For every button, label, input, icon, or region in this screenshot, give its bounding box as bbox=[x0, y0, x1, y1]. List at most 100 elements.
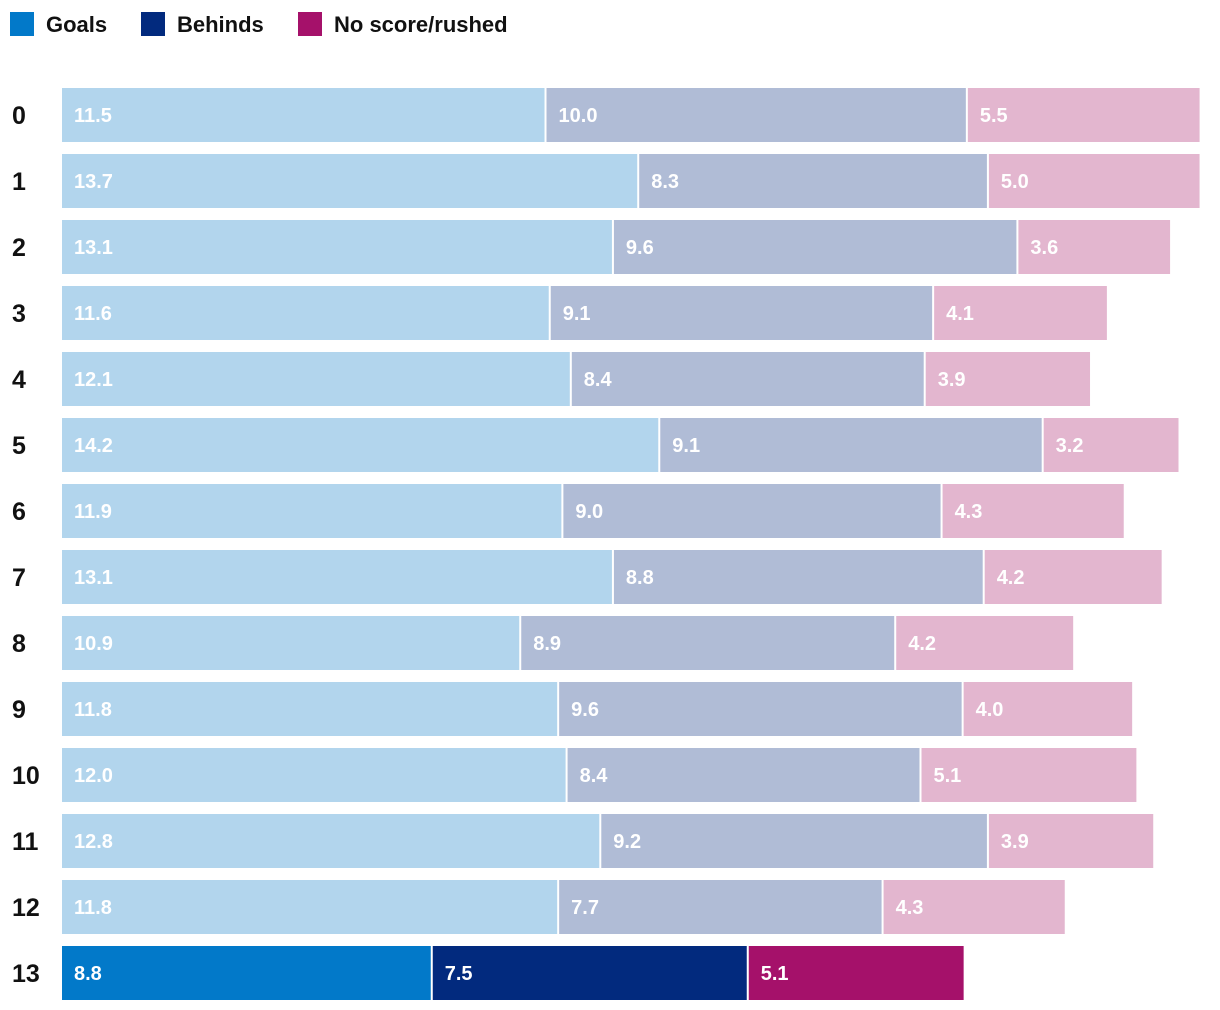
bar-label-4-no-score-rushed: 3.9 bbox=[938, 369, 966, 391]
bar-label-13-no-score-rushed: 5.1 bbox=[761, 963, 789, 985]
bar-label-0-no-score-rushed: 5.5 bbox=[980, 105, 1008, 127]
bar-12-goals bbox=[62, 880, 558, 934]
bar-label-3-behinds: 9.1 bbox=[563, 303, 591, 325]
bar-7-behinds bbox=[613, 550, 983, 604]
bar-13-behinds bbox=[432, 946, 747, 1000]
bar-2-goals bbox=[62, 220, 612, 274]
bar-label-13-goals: 8.8 bbox=[74, 963, 102, 985]
bar-4-goals bbox=[62, 352, 570, 406]
bar-label-2-goals: 13.1 bbox=[74, 237, 113, 259]
bar-4-no-score-rushed bbox=[925, 352, 1091, 406]
row-label-8: 8 bbox=[12, 630, 26, 658]
bar-12-behinds bbox=[559, 880, 882, 934]
row-label-9: 9 bbox=[12, 696, 26, 724]
row-label-11: 11 bbox=[12, 828, 39, 856]
legend-label-no-score-rushed: No score/rushed bbox=[334, 12, 508, 37]
bar-label-7-behinds: 8.8 bbox=[626, 567, 654, 589]
bar-row-10: 10 12.0 8.4 5.1 bbox=[12, 748, 1137, 802]
bar-label-1-no-score-rushed: 5.0 bbox=[1001, 171, 1029, 193]
bar-9-behinds bbox=[559, 682, 962, 736]
bar-11-goals bbox=[62, 814, 600, 868]
bar-label-5-goals: 14.2 bbox=[74, 435, 113, 457]
bar-6-goals bbox=[62, 484, 562, 538]
bar-7-no-score-rushed bbox=[984, 550, 1162, 604]
chart-rows: 0 11.5 10.0 5.5 1 13.7 8.3 5.0 2 13.1 9.6 3.6 3 11.6 9… bbox=[12, 88, 1200, 1000]
bar-11-no-score-rushed bbox=[988, 814, 1154, 868]
bar-10-behinds bbox=[567, 748, 920, 802]
bar-label-9-no-score-rushed: 4.0 bbox=[976, 699, 1004, 721]
row-label-5: 5 bbox=[12, 432, 26, 460]
bar-2-behinds bbox=[613, 220, 1017, 274]
bar-label-2-behinds: 9.6 bbox=[626, 237, 654, 259]
bar-label-8-behinds: 8.9 bbox=[533, 633, 561, 655]
bar-label-4-behinds: 8.4 bbox=[584, 369, 613, 391]
legend-swatch-no-score-rushed bbox=[298, 12, 322, 36]
bar-label-9-goals: 11.8 bbox=[74, 699, 112, 721]
legend: Goals Behinds No score/rushed bbox=[10, 12, 508, 37]
bar-label-12-behinds: 7.7 bbox=[571, 897, 599, 919]
bar-5-behinds bbox=[660, 418, 1042, 472]
bar-0-goals bbox=[62, 88, 545, 142]
bar-row-2: 2 13.1 9.6 3.6 bbox=[12, 220, 1171, 274]
bar-row-12: 12 11.8 7.7 4.3 bbox=[12, 880, 1065, 934]
legend-label-goals: Goals bbox=[46, 12, 107, 37]
bar-label-7-no-score-rushed: 4.2 bbox=[997, 567, 1025, 589]
bar-12-no-score-rushed bbox=[883, 880, 1065, 934]
bar-1-behinds bbox=[639, 154, 987, 208]
row-label-13: 13 bbox=[12, 960, 40, 988]
bar-label-2-no-score-rushed: 3.6 bbox=[1030, 237, 1058, 259]
bar-10-goals bbox=[62, 748, 566, 802]
bar-label-5-no-score-rushed: 3.2 bbox=[1056, 435, 1084, 457]
row-label-1: 1 bbox=[12, 168, 26, 196]
bar-label-7-goals: 13.1 bbox=[74, 567, 113, 589]
bar-label-10-goals: 12.0 bbox=[74, 765, 113, 787]
bar-5-no-score-rushed bbox=[1043, 418, 1179, 472]
bar-row-11: 11 12.8 9.2 3.9 bbox=[12, 814, 1154, 868]
bar-10-no-score-rushed bbox=[921, 748, 1137, 802]
bar-row-5: 5 14.2 9.1 3.2 bbox=[12, 418, 1179, 472]
bar-label-8-no-score-rushed: 4.2 bbox=[908, 633, 936, 655]
bar-label-0-goals: 11.5 bbox=[74, 105, 112, 127]
bar-label-4-goals: 12.1 bbox=[74, 369, 113, 391]
bar-label-3-goals: 11.6 bbox=[74, 303, 112, 325]
bar-9-goals bbox=[62, 682, 558, 736]
bar-label-10-no-score-rushed: 5.1 bbox=[934, 765, 962, 787]
bar-label-1-behinds: 8.3 bbox=[651, 171, 679, 193]
row-label-6: 6 bbox=[12, 498, 26, 526]
bar-3-no-score-rushed bbox=[934, 286, 1107, 340]
bar-label-10-behinds: 8.4 bbox=[580, 765, 609, 787]
bar-1-goals bbox=[62, 154, 638, 208]
bar-label-3-no-score-rushed: 4.1 bbox=[946, 303, 974, 325]
bar-label-6-no-score-rushed: 4.3 bbox=[955, 501, 983, 523]
bar-label-9-behinds: 9.6 bbox=[571, 699, 599, 721]
bar-3-behinds bbox=[550, 286, 933, 340]
bar-11-behinds bbox=[601, 814, 987, 868]
bar-13-no-score-rushed bbox=[748, 946, 964, 1000]
bar-label-11-goals: 12.8 bbox=[74, 831, 113, 853]
bar-label-12-no-score-rushed: 4.3 bbox=[896, 897, 924, 919]
bar-row-13: 13 8.8 7.5 5.1 bbox=[12, 946, 964, 1000]
bar-6-no-score-rushed bbox=[942, 484, 1124, 538]
row-label-3: 3 bbox=[12, 300, 26, 328]
bar-row-3: 3 11.6 9.1 4.1 bbox=[12, 286, 1107, 340]
bar-8-behinds bbox=[521, 616, 895, 670]
bar-0-behinds bbox=[546, 88, 966, 142]
row-label-0: 0 bbox=[12, 102, 26, 130]
bar-3-goals bbox=[62, 286, 549, 340]
bar-0-no-score-rushed bbox=[967, 88, 1200, 142]
bar-8-no-score-rushed bbox=[896, 616, 1074, 670]
bar-6-behinds bbox=[563, 484, 941, 538]
bar-4-behinds bbox=[571, 352, 924, 406]
bar-2-no-score-rushed bbox=[1018, 220, 1171, 274]
bar-5-goals bbox=[62, 418, 659, 472]
bar-row-9: 9 11.8 9.6 4.0 bbox=[12, 682, 1133, 736]
bar-7-goals bbox=[62, 550, 612, 604]
bar-1-no-score-rushed bbox=[988, 154, 1200, 208]
bar-row-0: 0 11.5 10.0 5.5 bbox=[12, 88, 1200, 142]
bar-8-goals bbox=[62, 616, 520, 670]
bar-9-no-score-rushed bbox=[963, 682, 1133, 736]
bar-label-11-behinds: 9.2 bbox=[613, 831, 641, 853]
bar-label-1-goals: 13.7 bbox=[74, 171, 113, 193]
bar-label-6-behinds: 9.0 bbox=[575, 501, 603, 523]
